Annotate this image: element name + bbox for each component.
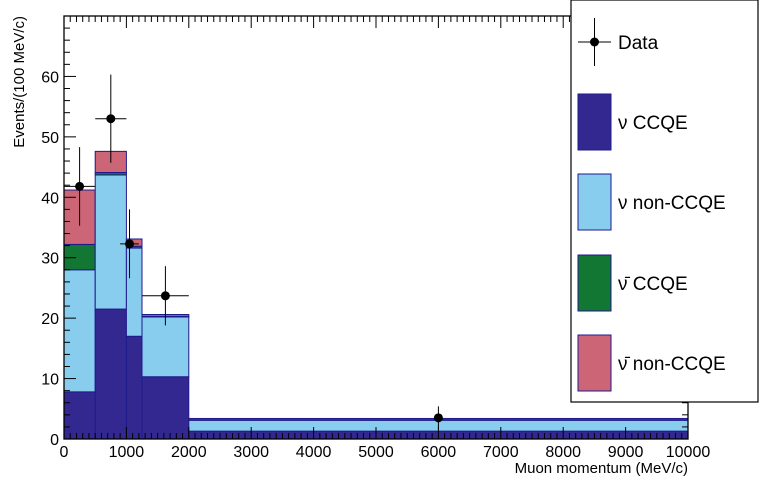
legend-entry: ν non-CCQE	[577, 173, 726, 231]
legend-label: ν non-CCQE	[618, 193, 726, 214]
legend-label: ν CCQE	[618, 113, 688, 134]
data-points	[64, 74, 443, 430]
x-axis-title: Muon momentum (MeV/c)	[515, 460, 688, 477]
bar-series2-bin3	[125, 247, 143, 337]
x-tick-label: 3000	[233, 444, 269, 461]
bar-series2-bin1	[63, 269, 96, 393]
legend-swatch	[577, 254, 612, 312]
data-marker	[160, 291, 170, 301]
bar-series1-bin4	[141, 376, 190, 440]
data-marker	[106, 114, 116, 124]
legend-label: ν̄ non-CCQE	[618, 354, 726, 375]
legend-swatch	[577, 93, 612, 151]
data-point	[142, 266, 189, 326]
x-tick-label: 0	[60, 444, 69, 461]
y-tick-label: 0	[50, 432, 59, 449]
x-tick-label: 2000	[171, 444, 207, 461]
legend-data-marker	[590, 37, 599, 47]
bar-series1-bin2	[94, 308, 127, 440]
x-tick-label: 4000	[296, 444, 332, 461]
bar-series2-bin4	[141, 316, 190, 378]
legend-entry: ν CCQE	[577, 93, 688, 151]
bar-series1-bin1	[63, 391, 96, 440]
y-tick-label: 50	[41, 130, 59, 147]
legend-entry: Data	[578, 18, 659, 66]
legend: Data ν CCQE ν non-CCQE ν̄ CCQE ν̄ non-CCQE	[570, 0, 759, 403]
y-tick-label: 40	[41, 190, 59, 207]
x-tick-label: 7000	[483, 444, 519, 461]
x-tick-label: 1000	[109, 444, 145, 461]
data-marker	[125, 239, 135, 249]
data-point	[120, 209, 139, 279]
x-tick-label: 5000	[358, 444, 394, 461]
data-point	[433, 406, 443, 430]
legend-swatch	[577, 173, 612, 231]
data-marker	[75, 181, 85, 191]
y-axis-title: Events/(100 MeV/c)	[11, 16, 28, 148]
data-point	[95, 74, 127, 163]
data-marker	[433, 413, 443, 423]
legend-label: ν̄ CCQE	[618, 274, 688, 295]
legend-label: Data	[618, 33, 659, 54]
y-tick-label: 10	[41, 372, 59, 389]
y-tick-label: 20	[41, 311, 59, 328]
y-tick-label: 60	[41, 69, 59, 86]
data-point	[64, 147, 96, 226]
bar-series2-bin2	[94, 174, 127, 310]
y-tick-label: 30	[41, 251, 59, 268]
legend-entry: ν̄ non-CCQE	[577, 334, 726, 392]
legend-entry: ν̄ CCQE	[577, 254, 688, 312]
x-tick-label: 8000	[545, 444, 581, 461]
x-tick-label: 6000	[421, 444, 457, 461]
x-tick-label: 9000	[608, 444, 644, 461]
legend-swatch	[577, 334, 612, 392]
bar-series3-bin1	[63, 243, 96, 271]
bar-series1-bin3	[125, 335, 143, 440]
x-tick-label: 10000	[666, 444, 711, 461]
